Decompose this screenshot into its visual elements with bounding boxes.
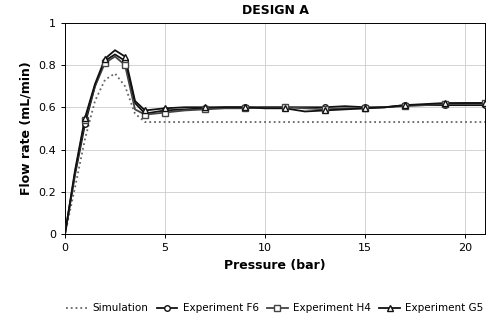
Legend: Simulation, Experiment F6, Experiment H4, Experiment G5: Simulation, Experiment F6, Experiment H4… [62, 299, 488, 318]
Title: DESIGN A: DESIGN A [242, 5, 308, 18]
X-axis label: Pressure (bar): Pressure (bar) [224, 259, 326, 272]
Y-axis label: Flow rate (mL/min): Flow rate (mL/min) [20, 61, 32, 195]
